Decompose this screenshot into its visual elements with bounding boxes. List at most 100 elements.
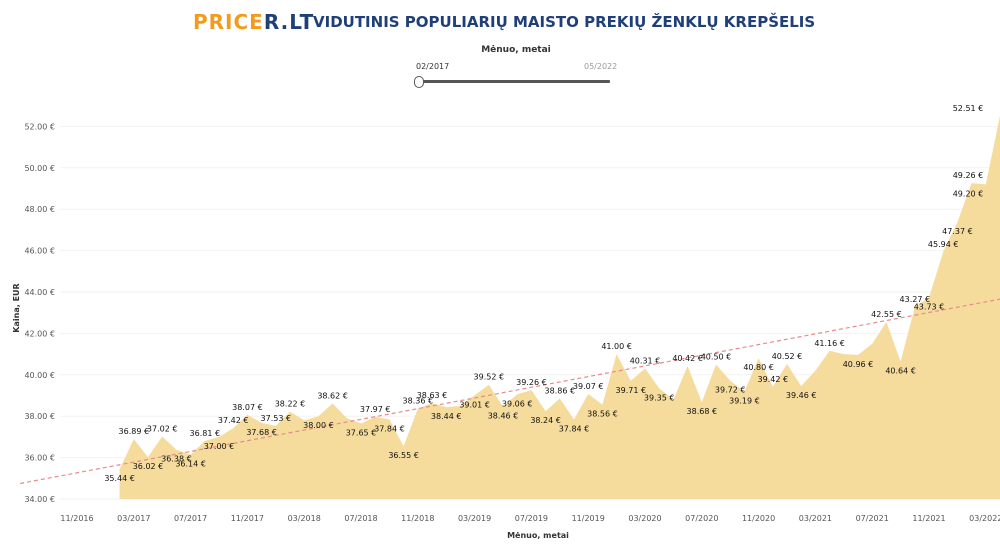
x-tick-label: 11/2020 xyxy=(742,514,775,523)
data-label: 38.62 € xyxy=(317,391,348,400)
date-filter-end: 05/2022 xyxy=(584,62,618,71)
data-label: 45.94 € xyxy=(928,240,959,249)
y-tick-label: 38.00 € xyxy=(24,412,55,421)
brand-logo-part2: R.LT xyxy=(263,10,315,34)
data-label: 36.38 € xyxy=(161,455,192,464)
data-label: 37.84 € xyxy=(374,425,405,434)
trend-line xyxy=(20,298,1000,485)
y-tick-label: 52.00 € xyxy=(24,122,55,131)
y-tick-label: 46.00 € xyxy=(24,247,55,256)
x-tick-label: 11/2018 xyxy=(401,514,434,523)
brand-logo-part1: PRICE xyxy=(193,10,264,34)
data-label: 39.26 € xyxy=(516,378,547,387)
date-filter-start: 02/2017 xyxy=(416,62,450,71)
data-label: 38.07 € xyxy=(232,403,263,412)
x-tick-label: 03/2019 xyxy=(458,514,491,523)
data-label: 38.63 € xyxy=(417,391,448,400)
y-tick-label: 48.00 € xyxy=(24,205,55,214)
x-tick-label: 03/2021 xyxy=(799,514,832,523)
data-label: 37.68 € xyxy=(246,428,277,437)
data-label: 43.73 € xyxy=(914,303,945,312)
data-label: 49.26 € xyxy=(953,171,984,180)
data-label: 39.35 € xyxy=(644,393,675,402)
data-label: 40.50 € xyxy=(701,352,732,361)
data-label: 36.89 € xyxy=(119,427,150,436)
x-tick-label: 11/2021 xyxy=(912,514,945,523)
x-tick-label: 03/2017 xyxy=(117,514,150,523)
data-label: 38.36 € xyxy=(403,397,434,406)
data-label: 37.02 € xyxy=(147,424,178,433)
data-label: 42.55 € xyxy=(871,310,902,319)
x-tick-label: 07/2020 xyxy=(685,514,718,523)
price-area xyxy=(119,115,1000,499)
x-axis-title: Mėnuo, metai xyxy=(507,531,569,540)
data-labels: 35.44 € 36.89 € 36.02 € 37.02 € 36.38 €36.14… xyxy=(104,104,983,483)
data-label: 37.84 € xyxy=(559,425,590,434)
page-title: VIDUTINIS POPULIARIŲ MAISTO PREKIŲ ŽENKL… xyxy=(313,13,816,31)
data-label: 49.20 € xyxy=(953,189,984,198)
y-tick-label: 40.00 € xyxy=(24,371,55,380)
date-range-slider[interactable] xyxy=(419,80,610,83)
data-label: 40.64 € xyxy=(885,367,916,376)
data-label: 40.96 € xyxy=(843,360,874,369)
y-tick-label: 44.00 € xyxy=(24,288,55,297)
data-label: 36.02 € xyxy=(133,462,164,471)
y-tick-label: 42.00 € xyxy=(24,329,55,338)
data-label: 39.01 € xyxy=(459,400,490,409)
data-label: 37.00 € xyxy=(204,442,235,451)
data-label: 41.00 € xyxy=(601,342,632,351)
data-label: 39.46 € xyxy=(786,391,817,400)
data-label: 36.14 € xyxy=(175,460,206,469)
x-tick-label: 03/2020 xyxy=(628,514,661,523)
y-tick-label: 34.00 € xyxy=(24,495,55,504)
data-label: 37.65 € xyxy=(346,428,377,437)
date-filter-label: Mėnuo, metai xyxy=(481,45,551,55)
data-label: 38.86 € xyxy=(545,386,576,395)
data-label: 52.51 € xyxy=(953,104,984,113)
brand-logo: PRICER.LT xyxy=(193,10,314,34)
data-label: 38.56 € xyxy=(587,410,618,419)
x-tick-label: 07/2018 xyxy=(344,514,377,523)
x-tick-label: 07/2021 xyxy=(856,514,889,523)
data-label: 38.68 € xyxy=(687,407,718,416)
data-label: 39.42 € xyxy=(758,375,789,384)
y-axis-ticks: 34.00 € 36.00 € 38.00 € 40.00 € 42.00 € 44.00… xyxy=(24,122,55,504)
x-tick-label: 11/2017 xyxy=(231,514,264,523)
y-tick-label: 36.00 € xyxy=(24,454,55,463)
x-tick-label: 11/2016 xyxy=(60,514,93,523)
date-range-slider-handle[interactable] xyxy=(414,76,424,88)
data-label: 40.42 € xyxy=(672,354,703,363)
data-label: 40.52 € xyxy=(772,352,803,361)
y-tick-label: 50.00 € xyxy=(24,164,55,173)
data-label: 39.72 € xyxy=(715,386,746,395)
data-label: 40.80 € xyxy=(743,363,774,372)
y-axis-title: Kaina, EUR xyxy=(12,283,21,332)
data-label: 39.19 € xyxy=(729,397,760,406)
data-label: 37.42 € xyxy=(218,416,249,425)
x-tick-label: 03/2018 xyxy=(288,514,321,523)
data-label: 35.44 € xyxy=(104,474,135,483)
data-label: 39.06 € xyxy=(502,399,533,408)
data-label: 38.46 € xyxy=(488,412,519,421)
data-label: 43.27 € xyxy=(900,295,931,304)
data-label: 38.24 € xyxy=(530,416,561,425)
page-header: PRICER.LT VIDUTINIS POPULIARIŲ MAISTO PR… xyxy=(0,10,1000,36)
data-label: 38.44 € xyxy=(431,412,462,421)
data-label: 36.81 € xyxy=(190,429,221,438)
data-label: 39.07 € xyxy=(573,382,604,391)
data-label: 37.53 € xyxy=(261,414,292,423)
x-tick-label: 07/2017 xyxy=(174,514,207,523)
data-label: 47.37 € xyxy=(942,227,973,236)
data-label: 40.31 € xyxy=(630,356,661,365)
data-label: 41.16 € xyxy=(814,339,845,348)
x-tick-label: 11/2019 xyxy=(572,514,605,523)
x-axis-ticks: 11/2016 03/2017 07/2017 11/2017 03/2018 07/20… xyxy=(60,514,1000,523)
data-label: 38.00 € xyxy=(303,421,334,430)
data-label: 39.71 € xyxy=(616,386,647,395)
data-label: 39.52 € xyxy=(474,373,505,382)
data-label: 38.22 € xyxy=(275,400,306,409)
x-tick-label: 07/2019 xyxy=(515,514,548,523)
data-label: 36.55 € xyxy=(388,451,419,460)
x-tick-label: 03/2022 xyxy=(969,514,1000,523)
